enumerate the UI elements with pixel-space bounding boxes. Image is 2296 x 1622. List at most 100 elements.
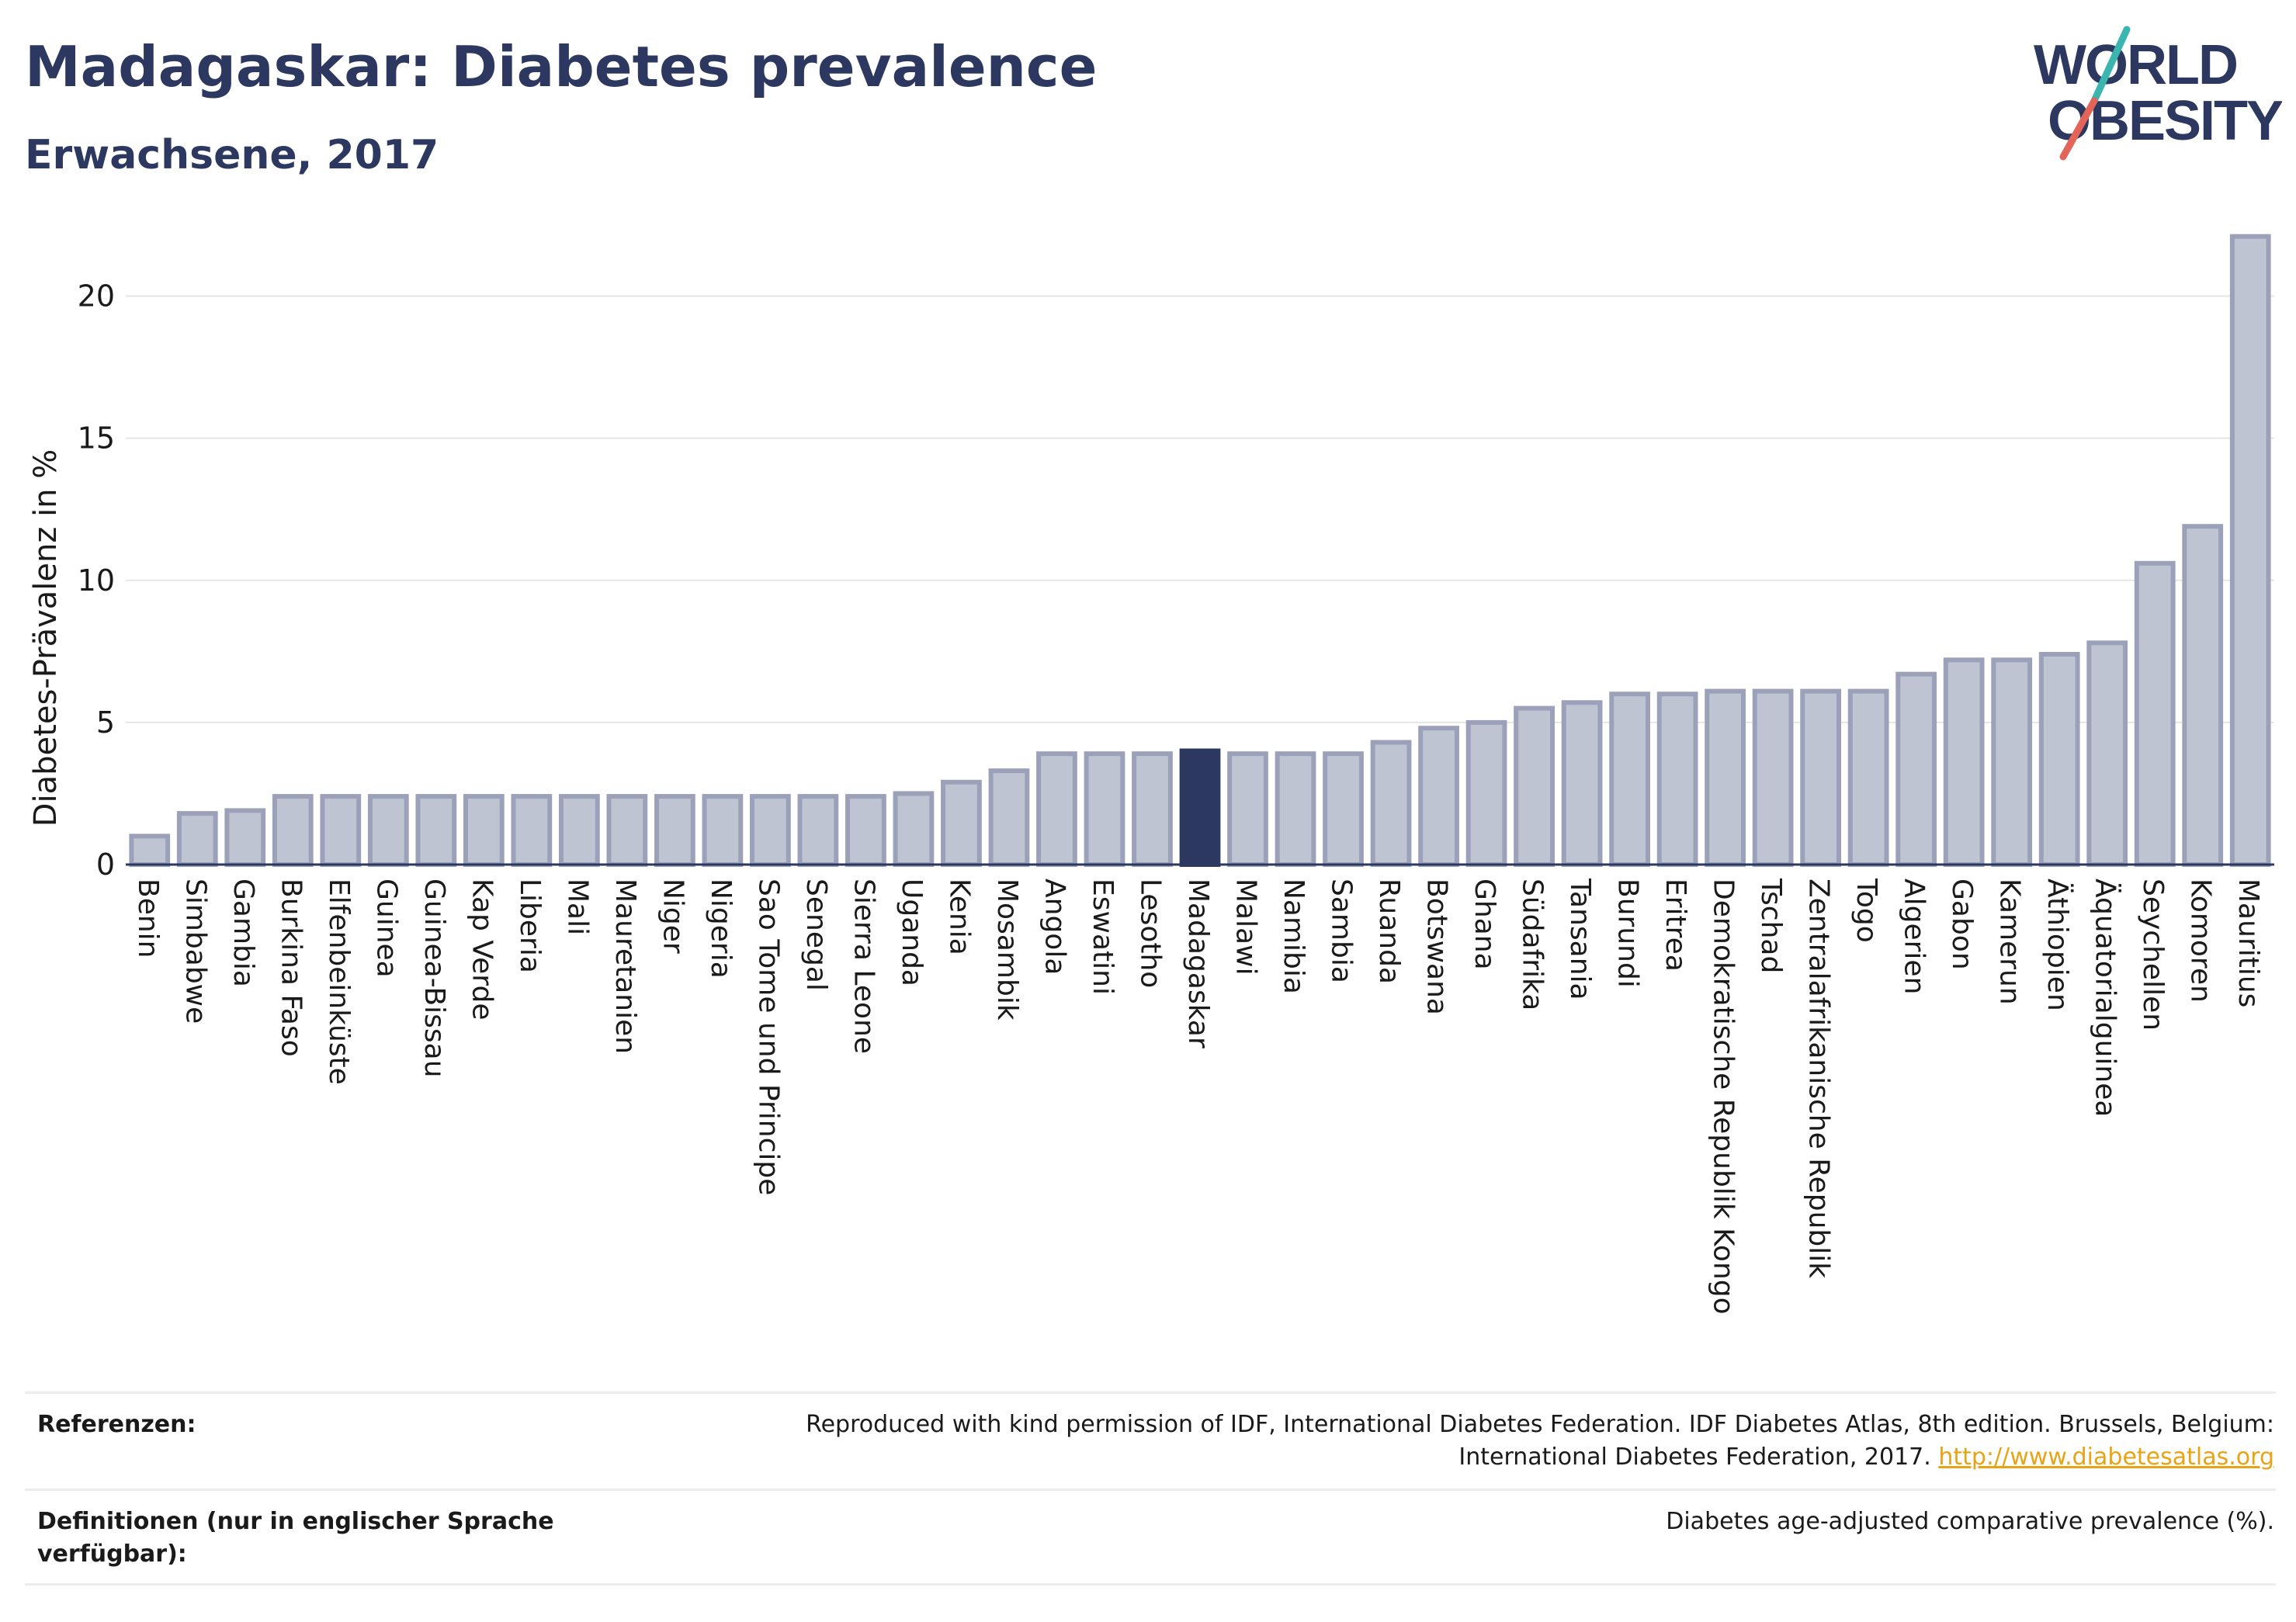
references-text: Reproduced with kind permission of IDF, … <box>722 1409 2274 1474</box>
bar <box>320 794 362 868</box>
x-tick-label: Äthiopien <box>2041 879 2074 1011</box>
x-tick-label: Kap Verde <box>466 879 498 1020</box>
bar <box>1132 751 1173 867</box>
x-tick-label: Sao Tome und Principe <box>752 879 784 1195</box>
bar <box>2229 234 2271 868</box>
x-tick-label: Algerien <box>1899 879 1930 994</box>
references-label: Referenzen: <box>37 1411 196 1438</box>
bar <box>511 794 553 868</box>
bar <box>1227 751 1268 867</box>
bar <box>845 794 886 868</box>
x-tick-label: Mauretanien <box>609 879 641 1054</box>
x-tick-label: Sierra Leone <box>848 879 879 1054</box>
y-tick-label: 5 <box>96 705 115 740</box>
x-tick-label: Kamerun <box>1994 879 2026 1005</box>
bar <box>415 794 457 868</box>
bar <box>1847 688 1889 867</box>
bar-highlight <box>1179 748 1221 867</box>
x-tick-label: Malawi <box>1230 879 1262 976</box>
footer-divider-top <box>25 1392 2276 1394</box>
bar <box>2086 640 2128 867</box>
bar <box>988 768 1030 867</box>
bar <box>1418 726 1459 867</box>
x-tick-label: Burundi <box>1612 879 1644 988</box>
x-tick-label: Komoren <box>2185 879 2217 1003</box>
x-tick-label: Botswana <box>1421 879 1453 1015</box>
x-tick-label: Elfenbeinküste <box>323 879 355 1085</box>
page-subtitle: Erwachsene, 2017 <box>25 132 439 178</box>
x-tick-label: Mali <box>561 879 593 935</box>
x-axis-labels: Benin Simbabwe Gambia Burkina Faso Elfenbein… <box>132 878 2264 1315</box>
bar <box>1705 688 1746 867</box>
x-tick-label: Namibia <box>1278 879 1309 994</box>
definitions-text: Diabetes age-adjusted comparative preval… <box>1666 1508 2274 1535</box>
x-tick-label: Eritrea <box>1660 879 1691 972</box>
x-tick-label: Nigeria <box>705 879 737 979</box>
y-axis-label: Diabetes-Prävalenz in % <box>28 449 64 827</box>
y-tick-label: 20 <box>78 279 115 314</box>
y-tick-label: 0 <box>96 847 115 882</box>
bar <box>1991 657 2033 867</box>
references-text-line1: Reproduced with kind permission of IDF, … <box>806 1411 2274 1438</box>
x-tick-label: Benin <box>132 879 164 958</box>
x-tick-label: Ghana <box>1469 879 1500 970</box>
bar <box>1895 671 1937 867</box>
page-title: Madagaskar: Diabetes prevalence <box>25 34 1098 99</box>
bar <box>1943 657 1985 867</box>
x-tick-label: Äquatorialguinea <box>2090 879 2122 1117</box>
y-axis-ticks: 0 5 10 15 20 <box>78 279 115 882</box>
x-tick-label: Mauritius <box>2232 879 2264 1007</box>
bar <box>1465 719 1507 868</box>
definitions-label-line1: Definitionen (nur in englischer Sprache <box>37 1508 554 1535</box>
bar <box>176 811 218 867</box>
bar <box>1036 751 1077 867</box>
x-tick-label: Gabon <box>1946 879 1978 970</box>
x-tick-label: Tansania <box>1564 878 1596 1000</box>
x-tick-label: Seychellen <box>2137 879 2169 1031</box>
x-tick-label: Lesotho <box>1134 879 1166 988</box>
bar <box>750 794 791 868</box>
footer-divider-bottom <box>25 1583 2276 1586</box>
references-text-line2: International Diabetes Federation, 2017. <box>1458 1444 1931 1471</box>
bar <box>1752 688 1794 867</box>
logo-slash-red <box>2059 97 2098 161</box>
logo-text-world: WORLD <box>2034 34 2237 96</box>
bar <box>606 794 648 868</box>
x-tick-label: Niger <box>657 879 688 954</box>
bar <box>558 794 600 868</box>
references-link[interactable]: http://www.diabetesatlas.org <box>1938 1444 2274 1471</box>
x-tick-label: Tschad <box>1755 878 1787 973</box>
bar <box>893 791 935 868</box>
bar-chart: 0 5 10 15 20 Benin Simbabwe Gambia Burkina Faso… <box>28 234 2274 1315</box>
x-tick-label: Guinea <box>370 879 402 978</box>
x-tick-label: Eswatini <box>1087 879 1119 995</box>
bar <box>1656 691 1698 867</box>
bar <box>2182 524 2224 867</box>
bar <box>129 834 171 868</box>
footer-divider-middle <box>25 1489 2276 1491</box>
x-tick-label: Angola <box>1039 879 1070 975</box>
y-tick-label: 15 <box>78 421 115 456</box>
bar <box>1323 751 1364 867</box>
x-tick-label: Südafrika <box>1517 879 1549 1010</box>
bar <box>1609 691 1650 867</box>
x-tick-label: Simbabwe <box>179 879 211 1024</box>
x-tick-label: Kenia <box>943 879 975 955</box>
x-tick-label: Madagaskar <box>1182 879 1214 1048</box>
x-tick-label: Guinea-Bissau <box>418 879 450 1078</box>
x-tick-label: Zentralafrikanische Republik <box>1803 879 1835 1278</box>
x-tick-label: Ruanda <box>1373 879 1405 984</box>
x-tick-label: Liberia <box>514 879 546 973</box>
x-tick-label: Burkina Faso <box>275 879 307 1057</box>
bar <box>1800 688 1842 867</box>
bar <box>702 794 744 868</box>
logo-slash-teal <box>2090 26 2131 105</box>
bar <box>1275 751 1316 867</box>
definitions-label-line2: verfügbar): <box>37 1541 187 1568</box>
bars <box>129 234 2271 868</box>
bar <box>2134 560 2176 867</box>
bar <box>272 794 314 868</box>
bar <box>797 794 839 868</box>
bar <box>1514 705 1555 867</box>
x-tick-label: Gambia <box>227 879 259 987</box>
